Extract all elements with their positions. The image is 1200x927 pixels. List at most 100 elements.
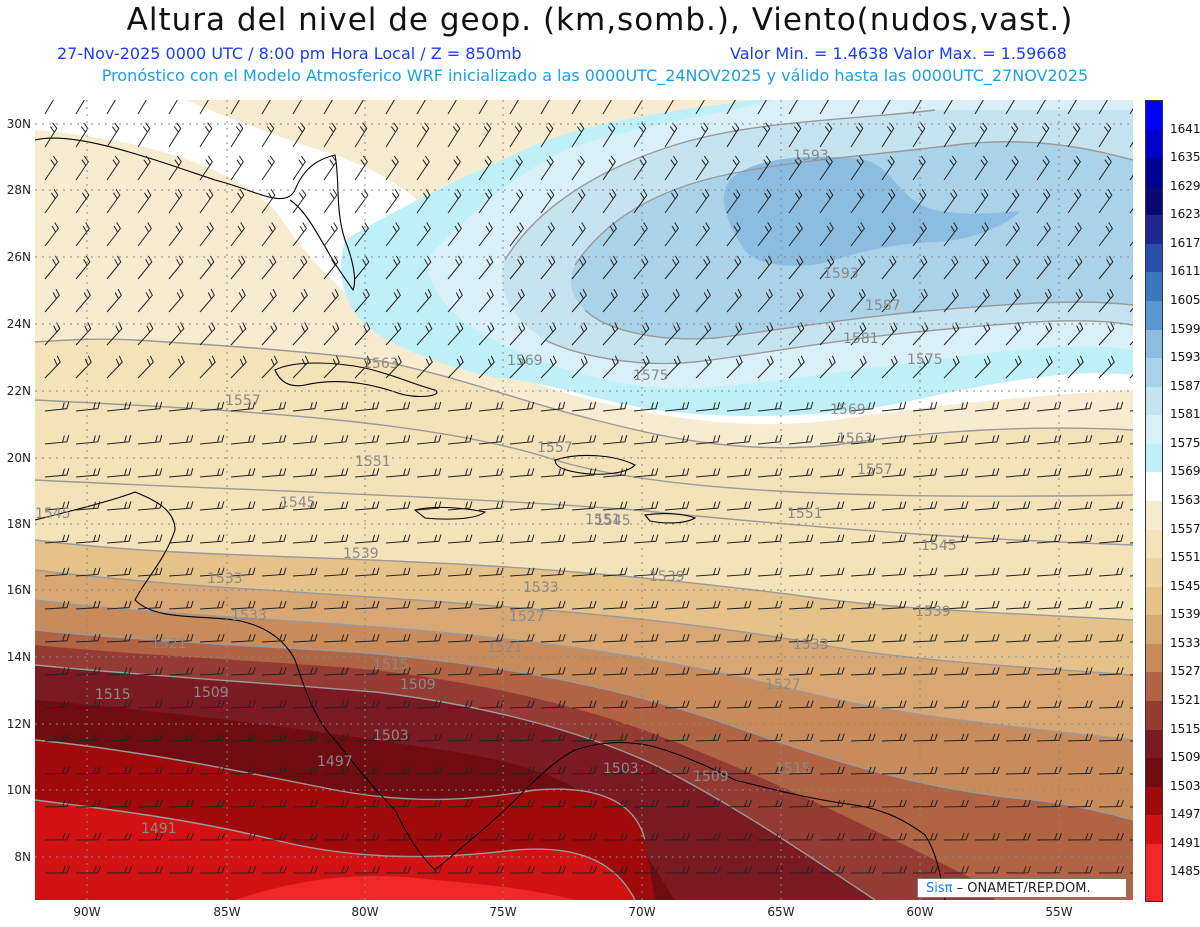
wind-barb [633, 832, 659, 841]
wind-barb [137, 322, 154, 346]
wind-barb [1098, 255, 1114, 280]
wind-barb [137, 255, 153, 280]
wind-barb [1036, 255, 1052, 280]
wind-barb [292, 122, 306, 148]
wind-barb [199, 667, 225, 676]
wind-barb [292, 155, 306, 181]
wind-barb [447, 766, 473, 775]
wind-barb [695, 832, 721, 841]
wind-barb [1036, 188, 1051, 214]
wind-barb [881, 355, 898, 379]
color-bar-label: 1635 [1170, 150, 1200, 165]
wind-barb [478, 633, 504, 643]
wind-barb [416, 401, 442, 412]
wind-barb [1098, 155, 1112, 181]
wind-barb [695, 501, 721, 511]
wind-barb [75, 401, 101, 412]
wind-barb [354, 322, 371, 346]
wind-barb [757, 600, 783, 610]
wind-barb [1005, 434, 1031, 445]
wind-barb [1067, 799, 1093, 808]
wind-barb [75, 733, 101, 742]
wind-barb [292, 434, 318, 445]
wind-barb [726, 401, 752, 412]
lat-label: 22N [6, 384, 31, 398]
wind-barb [788, 700, 814, 709]
wind-barb [540, 434, 566, 445]
wind-barb [602, 700, 628, 709]
wind-barb [602, 322, 619, 346]
wind-barb [788, 188, 803, 214]
wind-barb [509, 222, 524, 247]
wind-barb [602, 534, 628, 544]
wind-barb [385, 401, 411, 412]
wind-barb [1005, 866, 1031, 874]
wind-barb [819, 633, 845, 643]
wind-barb [447, 733, 473, 742]
wind-barb [385, 222, 400, 247]
wind-barb [292, 633, 318, 643]
wind-barb [261, 700, 287, 709]
wind-barb [881, 468, 907, 478]
color-bar-segment [1146, 272, 1162, 302]
wind-barb [540, 188, 555, 214]
lat-label: 24N [6, 317, 31, 331]
wind-barb [199, 832, 225, 841]
lat-label: 8N [14, 850, 31, 864]
wind-barb [850, 155, 864, 181]
wind-barb [974, 501, 1000, 511]
wind-barb [1067, 434, 1093, 445]
wind-barb [261, 255, 277, 280]
wind-barb [478, 866, 504, 874]
wind-barb [912, 633, 938, 643]
wind-barb [137, 222, 152, 247]
wind-barb [726, 501, 752, 511]
wind-barb [1067, 100, 1077, 115]
wind-barb [168, 122, 182, 148]
lat-label: 28N [6, 183, 31, 197]
color-bar-segment [1146, 529, 1162, 559]
wind-barb [106, 799, 132, 808]
wind-barb [819, 100, 829, 115]
wind-barb [819, 188, 834, 214]
contour-label: 1509 [193, 685, 229, 701]
wind-barb [323, 100, 333, 115]
wind-barb [757, 633, 783, 643]
contour-label: 1533 [523, 580, 559, 596]
wind-barb [323, 255, 339, 280]
color-bar-segment [1146, 672, 1162, 702]
wind-barb [323, 222, 338, 247]
wind-barb [168, 222, 183, 247]
wind-barb [726, 766, 752, 775]
contour-label: 1551 [585, 512, 621, 528]
wind-barb [261, 155, 275, 181]
wind-barb [664, 188, 679, 214]
wind-barb [230, 322, 247, 346]
wind-barb [385, 534, 411, 544]
wind-barb [323, 633, 349, 643]
wind-barb [788, 667, 814, 676]
wind-barb [757, 667, 783, 676]
color-bar-label: 1629 [1170, 178, 1200, 193]
wind-barb [385, 866, 411, 874]
wind-barb [75, 188, 90, 214]
wind-barb [447, 355, 464, 379]
wind-barb [199, 222, 214, 247]
wind-barb [943, 188, 958, 214]
wind-barb [230, 288, 246, 313]
wind-barb [602, 255, 618, 280]
wind-barb [230, 633, 256, 643]
wind-barb [788, 255, 804, 280]
wind-barb [385, 100, 395, 115]
wind-barb [943, 434, 969, 445]
wind-barb [261, 667, 287, 676]
color-bar-segment [1146, 701, 1162, 731]
wind-barb [943, 633, 969, 643]
wind-barb [850, 401, 876, 412]
wind-barb [1005, 733, 1031, 742]
contour-label: 1533 [207, 571, 243, 587]
contour-label: 1539 [915, 604, 951, 620]
wind-barb [199, 733, 225, 742]
wind-barb [819, 600, 845, 610]
wind-barb [943, 322, 960, 346]
